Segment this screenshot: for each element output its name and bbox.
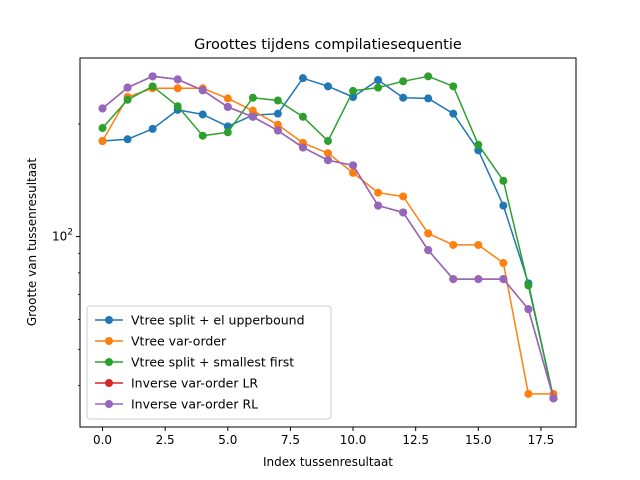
legend-item: Vtree split + smallest first [95, 355, 294, 370]
data-point [499, 201, 508, 210]
data-point [223, 102, 232, 111]
data-point [173, 102, 182, 111]
legend-label: Inverse var-order RL [131, 397, 258, 412]
data-point [324, 156, 332, 165]
data-point [223, 128, 232, 137]
x-tick-label: 5.0 [218, 433, 237, 447]
data-point [474, 140, 483, 149]
data-point [123, 83, 132, 92]
legend-label: Inverse var-order LR [131, 376, 258, 391]
data-point [148, 82, 157, 91]
data-point [449, 82, 458, 91]
legend-box [86, 305, 332, 420]
data-point [399, 77, 408, 86]
x-tick-label: 10.0 [340, 433, 367, 447]
x-axis: 0.0 2.5 5.0 7.5 10.0 12.5 15.0 17.5 [93, 427, 554, 447]
data-point [349, 86, 358, 95]
data-point [549, 394, 558, 403]
data-point [248, 112, 257, 121]
data-point [524, 389, 533, 398]
plot-frame [79, 57, 577, 428]
data-point [273, 109, 282, 118]
x-tick-label: 17.5 [528, 433, 555, 447]
data-point [273, 120, 282, 129]
data-point [324, 149, 332, 158]
data-point [98, 124, 107, 133]
y-axis-label: Grootte van tussenresultaat [25, 158, 39, 327]
data-point [248, 106, 257, 115]
series-5 [98, 72, 558, 403]
data-point [298, 112, 307, 121]
data-point [524, 305, 533, 314]
data-point [349, 161, 358, 170]
legend-label: Vtree var-order [131, 334, 227, 349]
x-tick-label: 12.5 [402, 433, 429, 447]
legend-item: Inverse var-order RL [95, 397, 258, 412]
data-point [424, 94, 433, 103]
data-point [324, 137, 332, 146]
legend-item: Vtree split + el upperbound [95, 313, 305, 328]
x-tick-label: 0.0 [93, 433, 112, 447]
legend-label: Vtree split + el upperbound [131, 313, 305, 328]
legend-marker [105, 316, 113, 324]
y-tick-label: 102 [52, 228, 73, 244]
data-point [499, 259, 508, 268]
data-point [298, 74, 307, 83]
data-point [324, 82, 332, 91]
data-point [424, 229, 433, 238]
data-point [123, 135, 132, 144]
data-point [399, 93, 408, 102]
data-point [98, 104, 107, 113]
legend-label: Vtree split + smallest first [131, 355, 294, 370]
plot-area [98, 72, 558, 403]
data-point [198, 110, 207, 119]
legend-marker [105, 337, 113, 345]
legend-marker [105, 358, 113, 366]
data-point [374, 188, 383, 197]
data-point [298, 143, 307, 152]
legend-marker [105, 400, 113, 408]
data-point [374, 76, 383, 85]
series-3 [98, 72, 558, 403]
legend-item: Vtree var-order [95, 334, 227, 349]
data-point [223, 94, 232, 103]
data-point [198, 86, 207, 95]
legend: Vtree split + el upperbound Vtree var-ord… [86, 305, 332, 420]
data-point [273, 126, 282, 135]
data-point [524, 281, 533, 290]
x-tick-label: 2.5 [156, 433, 175, 447]
x-tick-label: 15.0 [465, 433, 492, 447]
data-point [499, 275, 508, 284]
data-point [374, 83, 383, 92]
data-point [173, 75, 182, 84]
data-point [449, 275, 458, 284]
x-tick-label: 7.5 [281, 433, 300, 447]
y-axis: 102 [52, 123, 80, 386]
data-point [173, 84, 182, 93]
data-point [424, 246, 433, 255]
data-point [273, 96, 282, 105]
legend-marker [105, 379, 113, 387]
data-point [449, 240, 458, 249]
data-point [374, 201, 383, 210]
data-point [474, 240, 483, 249]
data-point [474, 275, 483, 284]
data-point [424, 72, 433, 81]
chart-title: Groottes tijdens compilatiesequentie [194, 37, 462, 53]
legend-item: Inverse var-order LR [95, 376, 258, 391]
data-point [399, 208, 408, 217]
data-point [248, 93, 257, 102]
x-axis-label: Index tussenresultaat [263, 455, 393, 469]
data-point [449, 109, 458, 118]
data-point [399, 192, 408, 201]
data-point [98, 137, 107, 146]
data-point [148, 124, 157, 133]
data-point [499, 176, 508, 185]
data-point [349, 168, 358, 177]
data-point [198, 131, 207, 140]
data-point [123, 95, 132, 104]
data-point [148, 72, 157, 81]
